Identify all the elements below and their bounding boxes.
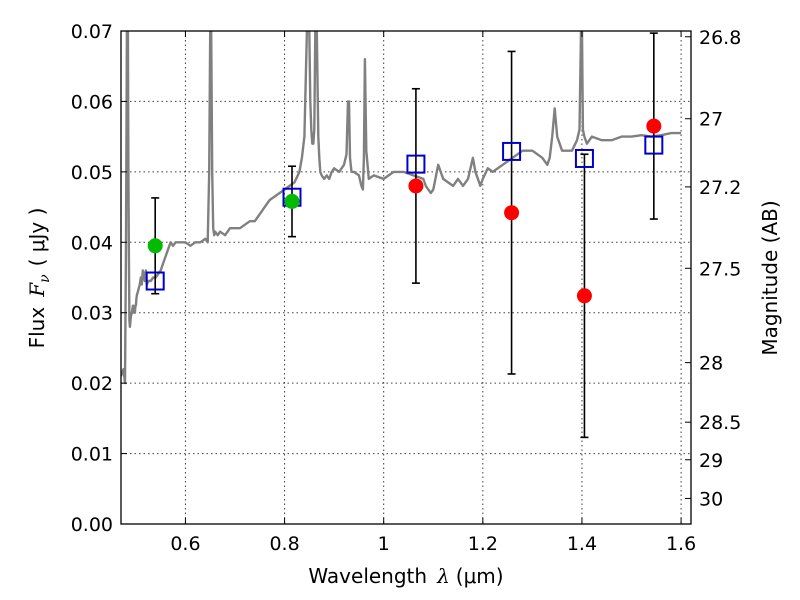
y-tick-label: 0.06 bbox=[71, 91, 113, 113]
x-tick-label: 1.4 bbox=[567, 533, 597, 555]
measured-flux-point bbox=[504, 205, 520, 221]
x-tick-label: 1 bbox=[378, 533, 390, 555]
model-flux-square bbox=[406, 154, 426, 174]
data-points bbox=[145, 32, 664, 439]
y-axis-label: FluxFν( μJy ) bbox=[25, 208, 53, 349]
y-tick-label: 0.07 bbox=[71, 21, 113, 43]
x-tick-label: 1.6 bbox=[666, 533, 696, 555]
x-axis-label: Wavelength λ (μm) bbox=[308, 564, 503, 588]
y2-axis-label: Magnitude (AB) bbox=[758, 200, 782, 355]
measured-flux-point bbox=[408, 178, 424, 194]
mag-tick-label: 27.2 bbox=[699, 177, 741, 199]
model-flux-square bbox=[644, 135, 664, 155]
y-tick-label: 0.05 bbox=[71, 162, 113, 184]
measured-flux-point bbox=[576, 288, 592, 304]
y-tick-label: 0.02 bbox=[71, 373, 113, 395]
model-spectrum-line bbox=[121, 31, 682, 385]
mag-tick-label: 26.8 bbox=[699, 27, 741, 49]
model-spectrum bbox=[121, 31, 682, 385]
model-flux-square bbox=[574, 148, 594, 168]
y-tick-label: 0.03 bbox=[71, 303, 113, 325]
mag-tick-label: 29 bbox=[699, 450, 723, 472]
y-tick-label: 0.01 bbox=[71, 444, 113, 466]
y-tick-label: 0.04 bbox=[71, 232, 113, 254]
mag-tick-label: 27 bbox=[699, 109, 723, 131]
mag-tick-label: 30 bbox=[699, 488, 723, 510]
model-flux-square bbox=[145, 271, 165, 291]
optical-flux-point bbox=[147, 238, 163, 254]
mag-tick-label: 27.5 bbox=[699, 258, 741, 280]
optical-flux-point bbox=[284, 193, 300, 209]
y-tick-label: 0.00 bbox=[71, 514, 113, 536]
grid bbox=[121, 31, 691, 524]
model-flux-square bbox=[502, 141, 522, 161]
mag-tick-label: 28 bbox=[699, 353, 723, 375]
plot-frame bbox=[120, 30, 692, 525]
y-axis-flux: 0.00 0.01 0.02 0.03 0.04 0.05 0.06 0.07 bbox=[71, 21, 127, 536]
mag-tick-label: 28.5 bbox=[699, 412, 741, 434]
x-tick-label: 0.8 bbox=[269, 533, 299, 555]
x-axis: 0.6 0.8 1 1.2 1.4 1.6 bbox=[170, 31, 696, 555]
measured-flux-point bbox=[646, 118, 662, 134]
y-axis-magnitude: 26.8 27 27.2 27.5 28 28.5 29 30 bbox=[685, 27, 741, 510]
x-tick-label: 1.2 bbox=[468, 533, 498, 555]
x-tick-label: 0.6 bbox=[170, 533, 200, 555]
